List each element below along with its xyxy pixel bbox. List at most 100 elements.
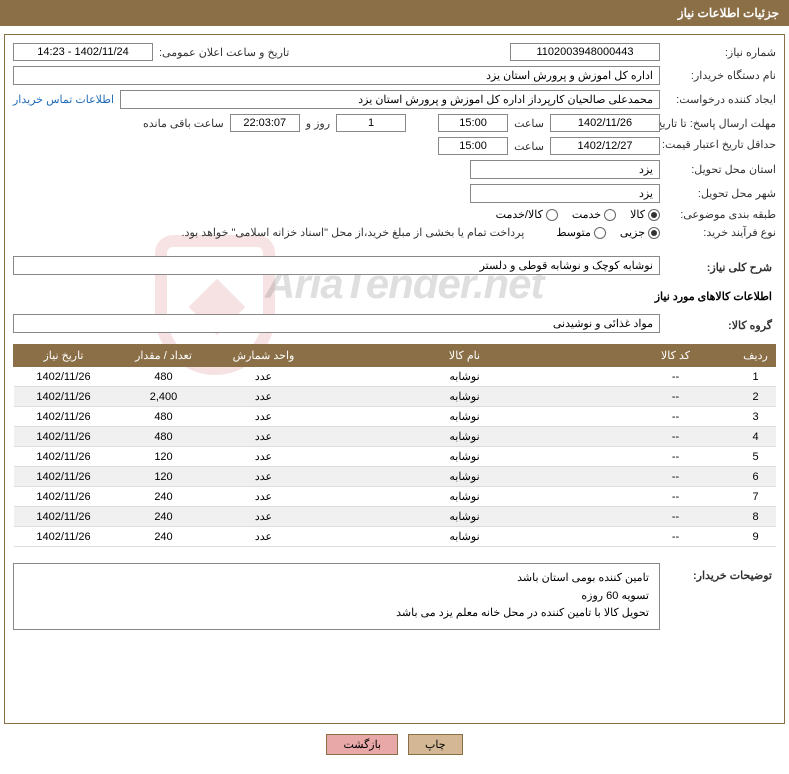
table-row: 4--نوشابهعدد4801402/11/26 bbox=[14, 427, 776, 447]
table-cell: 1402/11/26 bbox=[14, 447, 114, 467]
table-cell: عدد bbox=[214, 527, 314, 547]
table-cell: نوشابه bbox=[314, 427, 616, 447]
table-cell: -- bbox=[616, 387, 736, 407]
delivery-province-value: یزد bbox=[470, 160, 660, 179]
radio-jozei[interactable]: جزیی bbox=[620, 226, 660, 239]
table-cell: 480 bbox=[114, 367, 214, 387]
back-button[interactable]: بازگشت bbox=[326, 734, 398, 755]
days-and-label: روز و bbox=[306, 117, 330, 130]
table-cell: -- bbox=[616, 447, 736, 467]
table-row: 7--نوشابهعدد2401402/11/26 bbox=[14, 487, 776, 507]
table-cell: 1402/11/26 bbox=[14, 507, 114, 527]
days-count: 1 bbox=[336, 114, 406, 132]
process-type-label: نوع فرآیند خرید: bbox=[666, 226, 776, 239]
radio-kala[interactable]: کالا bbox=[630, 208, 660, 221]
table-cell: -- bbox=[616, 527, 736, 547]
table-cell: نوشابه bbox=[314, 407, 616, 427]
table-cell: -- bbox=[616, 487, 736, 507]
table-cell: 240 bbox=[114, 507, 214, 527]
table-row: 3--نوشابهعدد4801402/11/26 bbox=[14, 407, 776, 427]
radio-icon bbox=[648, 209, 660, 221]
table-cell: عدد bbox=[214, 387, 314, 407]
table-cell: 1402/11/26 bbox=[14, 527, 114, 547]
table-cell: نوشابه bbox=[314, 507, 616, 527]
table-cell: -- bbox=[616, 407, 736, 427]
radio-khedmat[interactable]: خدمت bbox=[572, 208, 616, 221]
requester-value: محمدعلی صالحیان کارپرداز اداره کل اموزش … bbox=[120, 90, 660, 109]
table-cell: نوشابه bbox=[314, 387, 616, 407]
buyer-notes-label: توضیحات خریدار: bbox=[666, 569, 776, 582]
table-cell: 240 bbox=[114, 487, 214, 507]
table-cell: 9 bbox=[736, 527, 776, 547]
requester-label: ایجاد کننده درخواست: bbox=[666, 93, 776, 106]
table-cell: 5 bbox=[736, 447, 776, 467]
goods-group-value: مواد غذائی و نوشیدنی bbox=[13, 314, 660, 333]
buyer-org-value: اداره کل اموزش و پرورش استان یزد bbox=[13, 66, 660, 85]
buyer-notes-line: تحویل کالا با تامین کننده در محل خانه مع… bbox=[24, 605, 649, 623]
buyer-notes-line: تامین کننده بومی استان باشد bbox=[24, 570, 649, 588]
table-cell: 2,400 bbox=[114, 387, 214, 407]
table-row: 6--نوشابهعدد1201402/11/26 bbox=[14, 467, 776, 487]
table-header-cell: تعداد / مقدار bbox=[114, 345, 214, 367]
table-cell: 3 bbox=[736, 407, 776, 427]
page-title: جزئیات اطلاعات نیاز bbox=[678, 6, 779, 20]
table-cell: 240 bbox=[114, 527, 214, 547]
time-label-2: ساعت bbox=[514, 140, 544, 153]
table-cell: 4 bbox=[736, 427, 776, 447]
table-cell: 120 bbox=[114, 447, 214, 467]
request-number-label: شماره نیاز: bbox=[666, 46, 776, 59]
goods-table: ردیفکد کالانام کالاواحد شمارشتعداد / مقد… bbox=[13, 344, 776, 547]
radio-icon bbox=[594, 227, 606, 239]
buyer-notes-line: تسویه 60 روزه bbox=[24, 588, 649, 606]
delivery-province-label: استان محل تحویل: bbox=[666, 163, 776, 176]
main-frame: AriaTender.net شماره نیاز: 1102003948000… bbox=[4, 34, 785, 724]
table-cell: 1 bbox=[736, 367, 776, 387]
print-button[interactable]: چاپ bbox=[408, 734, 463, 755]
announce-datetime-label: تاریخ و ساعت اعلان عمومی: bbox=[159, 46, 289, 59]
table-header-cell: ردیف bbox=[736, 345, 776, 367]
table-cell: عدد bbox=[214, 447, 314, 467]
radio-icon bbox=[546, 209, 558, 221]
radio-icon bbox=[604, 209, 616, 221]
radio-kala-khedmat[interactable]: کالا/خدمت bbox=[496, 208, 558, 221]
goods-table-container: ردیفکد کالانام کالاواحد شمارشتعداد / مقد… bbox=[13, 344, 776, 547]
table-header-cell: نام کالا bbox=[314, 345, 616, 367]
table-cell: نوشابه bbox=[314, 487, 616, 507]
general-desc-label: شرح کلی نیاز: bbox=[666, 261, 776, 274]
table-cell: 480 bbox=[114, 427, 214, 447]
table-cell: 6 bbox=[736, 467, 776, 487]
table-row: 2--نوشابهعدد2,4001402/11/26 bbox=[14, 387, 776, 407]
radio-icon bbox=[648, 227, 660, 239]
contact-buyer-link[interactable]: اطلاعات تماس خریدار bbox=[13, 93, 114, 106]
table-cell: عدد bbox=[214, 367, 314, 387]
table-cell: 1402/11/26 bbox=[14, 387, 114, 407]
radio-kala-khedmat-label: کالا/خدمت bbox=[496, 208, 543, 221]
table-row: 8--نوشابهعدد2401402/11/26 bbox=[14, 507, 776, 527]
price-valid-label: حداقل تاریخ اعتبار قیمت: تا تاریخ: bbox=[666, 139, 776, 152]
announce-datetime-value: 1402/11/24 - 14:23 bbox=[13, 43, 153, 61]
table-cell: -- bbox=[616, 507, 736, 527]
table-cell: نوشابه bbox=[314, 447, 616, 467]
table-cell: عدد bbox=[214, 507, 314, 527]
radio-jozei-label: جزیی bbox=[620, 226, 645, 239]
table-cell: -- bbox=[616, 367, 736, 387]
table-cell: نوشابه bbox=[314, 367, 616, 387]
remaining-label: ساعت باقی مانده bbox=[143, 117, 224, 130]
price-valid-date: 1402/12/27 bbox=[550, 137, 660, 155]
time-label-1: ساعت bbox=[514, 117, 544, 130]
table-cell: نوشابه bbox=[314, 527, 616, 547]
countdown-value: 22:03:07 bbox=[230, 114, 300, 132]
deadline-reply-time: 15:00 bbox=[438, 114, 508, 132]
delivery-city-label: شهر محل تحویل: bbox=[666, 187, 776, 200]
table-cell: عدد bbox=[214, 407, 314, 427]
category-radio-group: کالا خدمت کالا/خدمت bbox=[496, 208, 660, 221]
radio-motvaset[interactable]: متوسط bbox=[556, 226, 606, 239]
radio-motvaset-label: متوسط bbox=[556, 226, 591, 239]
table-cell: 7 bbox=[736, 487, 776, 507]
table-cell: عدد bbox=[214, 427, 314, 447]
table-cell: 1402/11/26 bbox=[14, 407, 114, 427]
table-cell: 1402/11/26 bbox=[14, 427, 114, 447]
general-desc-value: نوشابه کوچک و نوشابه قوطی و دلستر bbox=[13, 256, 660, 275]
table-row: 9--نوشابهعدد2401402/11/26 bbox=[14, 527, 776, 547]
buyer-org-label: نام دستگاه خریدار: bbox=[666, 69, 776, 82]
